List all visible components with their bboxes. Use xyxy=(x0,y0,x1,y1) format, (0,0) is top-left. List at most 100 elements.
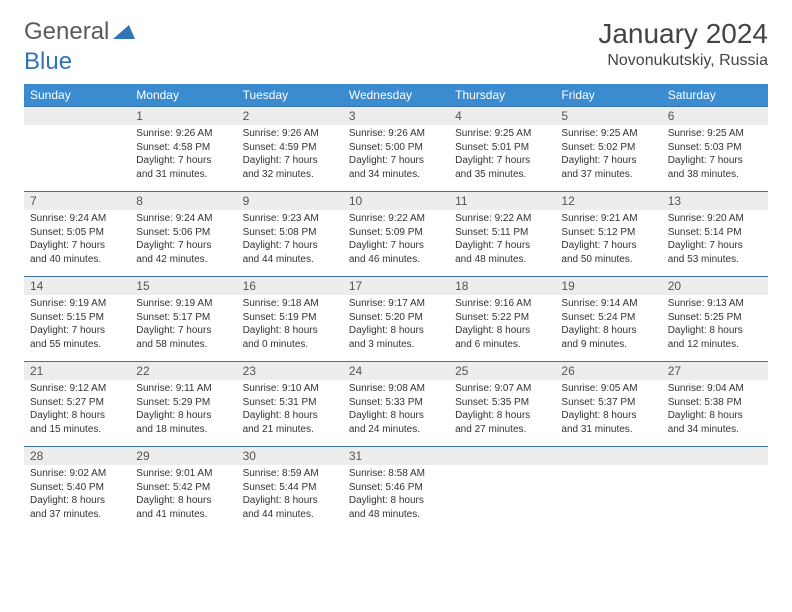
calendar-cell: 19Sunrise: 9:14 AMSunset: 5:24 PMDayligh… xyxy=(555,277,661,362)
day-detail-line: Sunrise: 9:22 AM xyxy=(349,212,443,226)
day-detail-line: Daylight: 7 hours xyxy=(668,154,762,168)
day-detail-line: Sunset: 5:40 PM xyxy=(30,481,124,495)
calendar-cell: 30Sunrise: 8:59 AMSunset: 5:44 PMDayligh… xyxy=(237,447,343,532)
day-number: 21 xyxy=(24,362,130,380)
day-details: Sunrise: 9:18 AMSunset: 5:19 PMDaylight:… xyxy=(237,295,343,361)
day-detail-line: and 12 minutes. xyxy=(668,338,762,352)
day-detail-line: Sunset: 5:35 PM xyxy=(455,396,549,410)
day-detail-line: Sunrise: 9:23 AM xyxy=(243,212,337,226)
day-number: 5 xyxy=(555,107,661,125)
day-detail-line: Sunrise: 9:12 AM xyxy=(30,382,124,396)
day-detail-line: Sunset: 5:44 PM xyxy=(243,481,337,495)
day-details: Sunrise: 9:01 AMSunset: 5:42 PMDaylight:… xyxy=(130,465,236,531)
day-number: 7 xyxy=(24,192,130,210)
day-number: 22 xyxy=(130,362,236,380)
day-details: Sunrise: 9:20 AMSunset: 5:14 PMDaylight:… xyxy=(662,210,768,276)
day-details: Sunrise: 9:02 AMSunset: 5:40 PMDaylight:… xyxy=(24,465,130,531)
day-detail-line: Daylight: 7 hours xyxy=(243,154,337,168)
day-detail-line: Sunset: 5:25 PM xyxy=(668,311,762,325)
month-title: January 2024 xyxy=(598,18,768,50)
day-detail-line: Sunrise: 9:01 AM xyxy=(136,467,230,481)
day-detail-line: Sunset: 5:46 PM xyxy=(349,481,443,495)
calendar-cell: 1Sunrise: 9:26 AMSunset: 4:58 PMDaylight… xyxy=(130,107,236,192)
day-detail-line: Daylight: 7 hours xyxy=(561,154,655,168)
day-detail-line: Sunset: 5:08 PM xyxy=(243,226,337,240)
day-number: 4 xyxy=(449,107,555,125)
day-detail-line: Daylight: 7 hours xyxy=(136,154,230,168)
day-detail-line: Sunrise: 9:20 AM xyxy=(668,212,762,226)
day-detail-line: and 58 minutes. xyxy=(136,338,230,352)
day-detail-line: Sunset: 5:12 PM xyxy=(561,226,655,240)
day-details: Sunrise: 9:26 AMSunset: 4:58 PMDaylight:… xyxy=(130,125,236,191)
brand-word2: Blue xyxy=(24,48,768,76)
day-detail-line: and 3 minutes. xyxy=(349,338,443,352)
day-detail-line: Sunset: 5:03 PM xyxy=(668,141,762,155)
calendar-cell: 25Sunrise: 9:07 AMSunset: 5:35 PMDayligh… xyxy=(449,362,555,447)
day-number: 16 xyxy=(237,277,343,295)
day-details: Sunrise: 9:14 AMSunset: 5:24 PMDaylight:… xyxy=(555,295,661,361)
calendar-cell: 29Sunrise: 9:01 AMSunset: 5:42 PMDayligh… xyxy=(130,447,236,532)
day-detail-line: Sunrise: 9:19 AM xyxy=(30,297,124,311)
calendar-cell: 31Sunrise: 8:58 AMSunset: 5:46 PMDayligh… xyxy=(343,447,449,532)
day-details: Sunrise: 9:26 AMSunset: 5:00 PMDaylight:… xyxy=(343,125,449,191)
day-detail-line: and 24 minutes. xyxy=(349,423,443,437)
day-detail-line: Sunrise: 9:25 AM xyxy=(455,127,549,141)
day-details: Sunrise: 9:11 AMSunset: 5:29 PMDaylight:… xyxy=(130,380,236,446)
day-detail-line: Daylight: 8 hours xyxy=(243,494,337,508)
day-details: Sunrise: 9:17 AMSunset: 5:20 PMDaylight:… xyxy=(343,295,449,361)
day-detail-line: Daylight: 7 hours xyxy=(349,154,443,168)
day-details: Sunrise: 9:16 AMSunset: 5:22 PMDaylight:… xyxy=(449,295,555,361)
calendar-cell xyxy=(449,447,555,532)
day-detail-line: Sunrise: 9:07 AM xyxy=(455,382,549,396)
calendar-head: SundayMondayTuesdayWednesdayThursdayFrid… xyxy=(24,84,768,107)
day-details: Sunrise: 9:05 AMSunset: 5:37 PMDaylight:… xyxy=(555,380,661,446)
day-detail-line: Sunset: 5:27 PM xyxy=(30,396,124,410)
day-detail-line: and 55 minutes. xyxy=(30,338,124,352)
day-detail-line xyxy=(455,508,549,522)
day-detail-line: and 21 minutes. xyxy=(243,423,337,437)
day-detail-line: and 44 minutes. xyxy=(243,253,337,267)
day-details: Sunrise: 9:19 AMSunset: 5:17 PMDaylight:… xyxy=(130,295,236,361)
day-number: 9 xyxy=(237,192,343,210)
calendar-cell: 27Sunrise: 9:04 AMSunset: 5:38 PMDayligh… xyxy=(662,362,768,447)
day-detail-line: Sunrise: 9:17 AM xyxy=(349,297,443,311)
calendar-cell: 7Sunrise: 9:24 AMSunset: 5:05 PMDaylight… xyxy=(24,192,130,277)
day-detail-line: Daylight: 8 hours xyxy=(243,409,337,423)
day-details: Sunrise: 8:59 AMSunset: 5:44 PMDaylight:… xyxy=(237,465,343,531)
day-detail-line: and 48 minutes. xyxy=(455,253,549,267)
day-detail-line: and 15 minutes. xyxy=(30,423,124,437)
day-header: Sunday xyxy=(24,84,130,107)
calendar-cell: 14Sunrise: 9:19 AMSunset: 5:15 PMDayligh… xyxy=(24,277,130,362)
day-details: Sunrise: 9:24 AMSunset: 5:06 PMDaylight:… xyxy=(130,210,236,276)
day-detail-line: Sunset: 5:15 PM xyxy=(30,311,124,325)
day-detail-line: Daylight: 8 hours xyxy=(136,494,230,508)
day-detail-line: and 32 minutes. xyxy=(243,168,337,182)
day-details: Sunrise: 9:24 AMSunset: 5:05 PMDaylight:… xyxy=(24,210,130,276)
day-details: Sunrise: 8:58 AMSunset: 5:46 PMDaylight:… xyxy=(343,465,449,531)
day-number: 27 xyxy=(662,362,768,380)
day-detail-line: and 18 minutes. xyxy=(136,423,230,437)
day-detail-line: Sunrise: 9:16 AM xyxy=(455,297,549,311)
day-details: Sunrise: 9:08 AMSunset: 5:33 PMDaylight:… xyxy=(343,380,449,446)
day-detail-line: and 6 minutes. xyxy=(455,338,549,352)
day-detail-line: Sunset: 5:22 PM xyxy=(455,311,549,325)
day-detail-line: Sunset: 5:38 PM xyxy=(668,396,762,410)
day-detail-line: Sunset: 5:09 PM xyxy=(349,226,443,240)
calendar-cell: 4Sunrise: 9:25 AMSunset: 5:01 PMDaylight… xyxy=(449,107,555,192)
brand-triangle-icon xyxy=(113,18,135,46)
day-header: Friday xyxy=(555,84,661,107)
day-detail-line: Sunset: 5:24 PM xyxy=(561,311,655,325)
day-number: 14 xyxy=(24,277,130,295)
day-number: 3 xyxy=(343,107,449,125)
day-details: Sunrise: 9:25 AMSunset: 5:01 PMDaylight:… xyxy=(449,125,555,191)
day-number: 25 xyxy=(449,362,555,380)
day-details: Sunrise: 9:22 AMSunset: 5:09 PMDaylight:… xyxy=(343,210,449,276)
day-detail-line: and 48 minutes. xyxy=(349,508,443,522)
day-detail-line: Daylight: 7 hours xyxy=(243,239,337,253)
day-detail-line: Sunset: 4:59 PM xyxy=(243,141,337,155)
day-detail-line: Sunrise: 9:18 AM xyxy=(243,297,337,311)
day-detail-line: Sunrise: 9:25 AM xyxy=(668,127,762,141)
day-detail-line: Daylight: 7 hours xyxy=(30,239,124,253)
day-number: 29 xyxy=(130,447,236,465)
calendar-row: 14Sunrise: 9:19 AMSunset: 5:15 PMDayligh… xyxy=(24,277,768,362)
